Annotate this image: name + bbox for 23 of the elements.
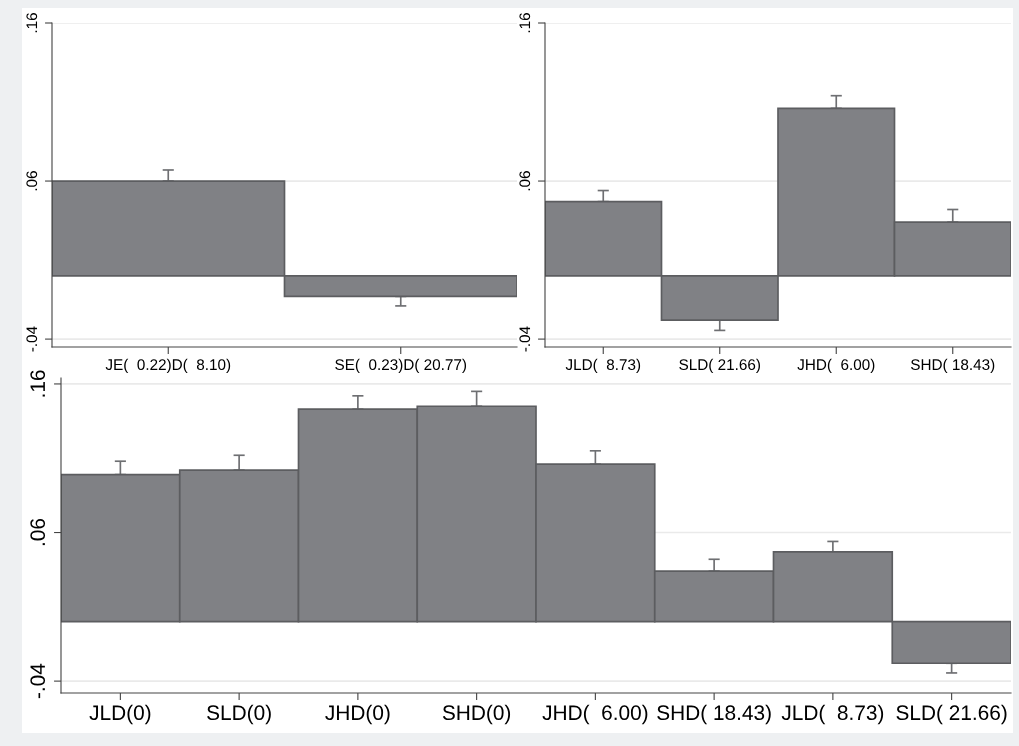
x-tick-label: SE( 0.23)D( 20.77)	[335, 358, 467, 374]
x-tick-label: SLD(0)	[207, 704, 271, 725]
y-tick-label: .16	[26, 13, 38, 33]
y-tick-label: -.04	[26, 326, 38, 352]
x-tick-label: JLD( 8.73)	[565, 358, 641, 374]
y-tick-label: .06	[519, 171, 531, 191]
y-tick-label: -.04	[519, 326, 531, 352]
x-tick-label: JHD(0)	[325, 704, 390, 725]
x-tick-label: SHD( 18.43)	[657, 704, 771, 725]
x-tick-label: JE( 0.22)D( 8.10)	[105, 358, 231, 374]
x-tick-label: JHD( 6.00)	[797, 358, 875, 374]
x-tick-label: JLD( 8.73)	[781, 704, 884, 725]
x-tick-label: SHD( 18.43)	[910, 358, 995, 374]
x-tick-label: JLD(0)	[89, 704, 151, 725]
y-tick-label: .16	[519, 13, 531, 33]
y-tick-label: .16	[30, 370, 46, 397]
x-tick-label: SLD( 21.66)	[896, 704, 1007, 725]
y-tick-label: .06	[30, 518, 46, 546]
y-tick-label: .06	[26, 171, 38, 191]
x-tick-label: JHD( 6.00)	[542, 704, 648, 725]
y-tick-label: -.04	[30, 663, 46, 699]
x-tick-label: SLD( 21.66)	[679, 358, 760, 374]
x-tick-label: SHD(0)	[442, 704, 511, 725]
